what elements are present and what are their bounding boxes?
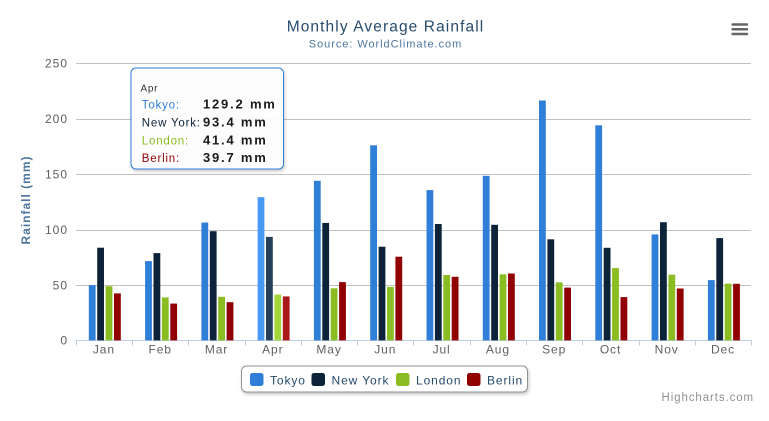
svg-text:150: 150 [45, 167, 68, 181]
svg-text:129.2 mm: 129.2 mm [203, 97, 277, 112]
svg-text:Dec: Dec [711, 343, 735, 357]
svg-text:Berlin: Berlin [487, 374, 523, 388]
svg-text:Berlin:: Berlin: [142, 153, 180, 165]
svg-text:Jan: Jan [93, 343, 115, 357]
svg-text:Oct: Oct [600, 343, 621, 357]
svg-text:Jul: Jul [433, 343, 451, 357]
svg-text:100: 100 [45, 223, 68, 237]
svg-text:Nov: Nov [655, 343, 679, 357]
svg-text:93.4 mm: 93.4 mm [203, 115, 268, 130]
svg-text:41.4 mm: 41.4 mm [203, 132, 268, 147]
svg-text:Feb: Feb [149, 343, 172, 357]
svg-text:Source: WorldClimate.com: Source: WorldClimate.com [309, 39, 462, 51]
svg-text:London: London [416, 374, 461, 388]
svg-text:Monthly Average Rainfall: Monthly Average Rainfall [287, 19, 485, 36]
svg-text:Sep: Sep [542, 343, 566, 357]
svg-text:Rainfall (mm): Rainfall (mm) [19, 155, 33, 244]
svg-text:Highcharts.com: Highcharts.com [662, 392, 755, 404]
svg-text:London:: London: [142, 135, 189, 147]
svg-text:0: 0 [60, 334, 68, 348]
svg-text:200: 200 [45, 112, 68, 126]
svg-text:Mar: Mar [205, 343, 228, 357]
svg-text:Apr: Apr [141, 83, 159, 94]
svg-text:New York: New York [332, 374, 390, 388]
svg-text:Jun: Jun [374, 343, 396, 357]
svg-text:May: May [316, 343, 341, 357]
svg-text:250: 250 [45, 57, 68, 71]
svg-text:Apr: Apr [262, 343, 283, 357]
svg-text:50: 50 [53, 278, 68, 292]
svg-text:39.7 mm: 39.7 mm [203, 150, 268, 165]
svg-text:Aug: Aug [486, 343, 510, 357]
svg-text:New York:: New York: [142, 118, 201, 130]
svg-text:Tokyo:: Tokyo: [142, 100, 180, 112]
svg-text:Tokyo: Tokyo [270, 374, 306, 388]
